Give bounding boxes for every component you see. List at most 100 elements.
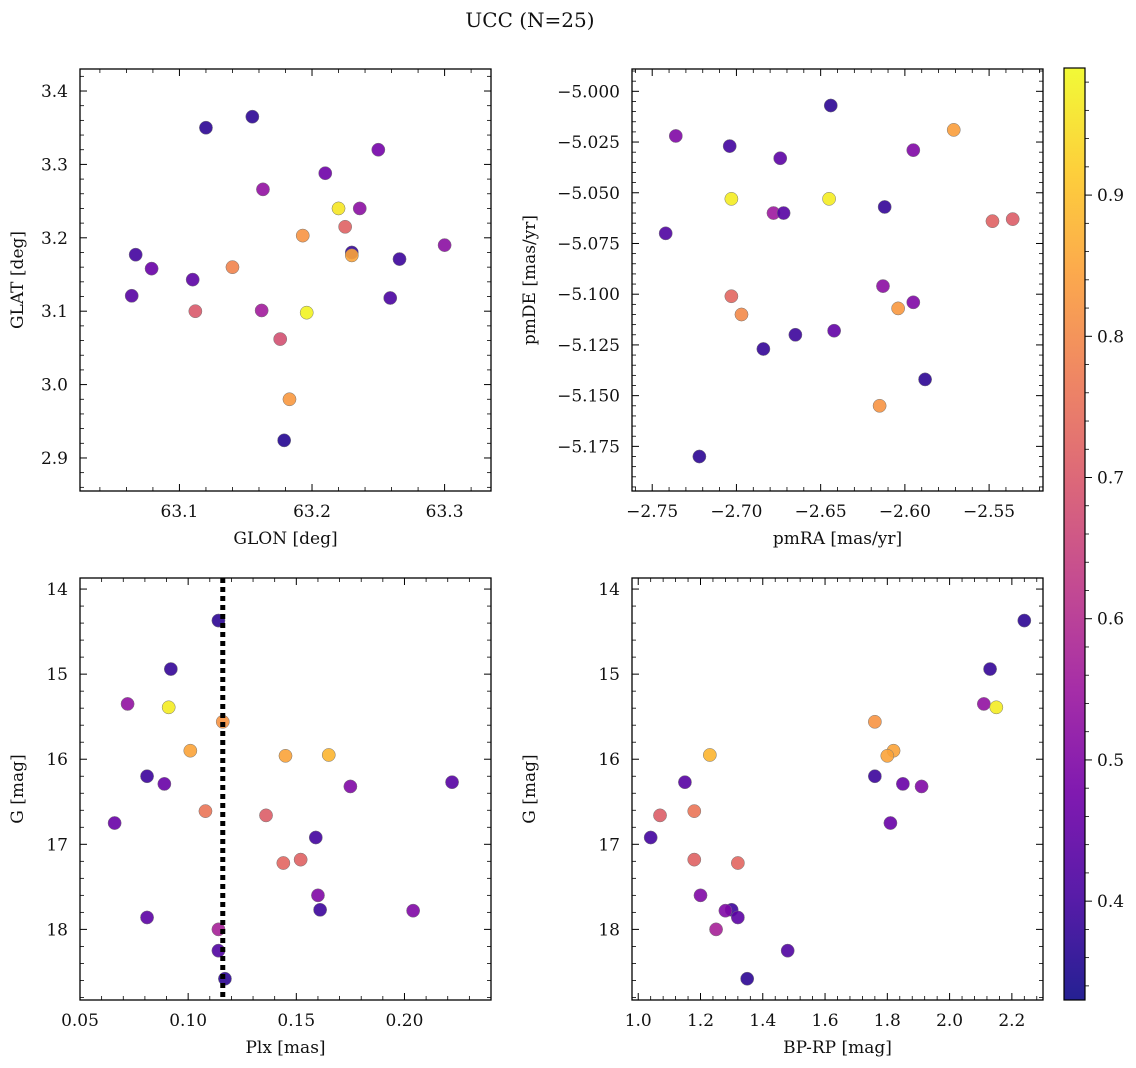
data-point [906,143,921,157]
scatter-points [658,98,1020,464]
x-tick-label: 1.8 [874,1011,901,1031]
data-point [976,697,991,711]
data-point [780,943,795,958]
colorbar-tick-label: 0.6 [1097,610,1124,630]
axes-frame [79,68,492,492]
data-point [198,804,213,818]
bprp-g-panel: 1.0 1.2 1.4 1.6 1.8 2.0 2.2 14 15 16 17 18 BP-RP [ma… [520,577,1044,1058]
data-point [883,816,898,830]
data-point [877,200,892,214]
data-point [653,808,667,823]
data-point [185,272,200,287]
data-point [985,214,1000,229]
y-tick-label: 3.3 [41,155,68,175]
x-tick-label: 63.2 [293,502,331,522]
y-axis-label: GLAT [deg] [8,231,28,329]
data-point [1017,613,1032,628]
data-point [343,779,358,794]
data-point [914,779,929,794]
x-tick-label: −2.65 [795,502,847,522]
y-tick-label: 16 [46,750,68,770]
y-tick-label: 15 [46,665,68,685]
x-tick-label: 0.10 [169,1011,207,1031]
data-point [295,228,310,243]
data-point [678,775,692,790]
x-tick-label: 63.3 [426,502,464,522]
data-point [344,248,359,263]
scatter-points [107,613,459,986]
data-point [906,295,921,310]
data-point [299,305,314,320]
colorbar-gradient [1063,67,1086,1001]
data-point [668,129,683,143]
data-point [273,332,288,346]
data-point [693,888,708,903]
x-tick-label: 2.2 [998,1011,1025,1031]
y-tick-label: 14 [598,580,620,600]
data-point [776,206,791,220]
data-point [896,777,910,791]
x-axis-label: Plx [mas] [245,1038,325,1058]
data-point [823,98,838,113]
data-point [989,700,1004,715]
y-tick-label: 3.2 [41,229,68,249]
data-point [756,342,771,356]
colorbar-tick-label: 0.4 [1097,892,1124,912]
axes-frame [79,577,492,1001]
axis-ticks [80,69,491,491]
y-tick-label: −5.075 [557,234,620,254]
data-point [140,769,154,784]
y-axis-label: G [mag] [520,754,540,823]
scatter-points [124,109,452,448]
glon-glat-panel: 63.1 63.2 63.3 2.9 3.0 3.1 3.2 3.3 3.4 GLON [deg]… [8,68,492,549]
axis-ticks [632,578,1043,1000]
y-tick-label: 14 [46,580,68,600]
data-point [278,748,293,763]
data-point [731,910,745,925]
data-point [773,151,788,166]
data-point [876,279,890,293]
data-point [827,323,841,338]
y-tick-label: 17 [598,835,620,855]
pmra-pmde-panel: −2.75 −2.70 −2.65 −2.60 −2.55 −5.175 −5.150 −5.… [520,68,1044,549]
data-point [918,372,932,387]
axis-ticks [632,69,1043,491]
data-point [161,700,176,715]
data-point [383,291,398,305]
x-tick-label: 2.0 [936,1011,963,1031]
x-tick-label: 1.2 [687,1011,714,1031]
data-point [371,142,386,157]
y-tick-label: 15 [598,665,620,685]
data-point [718,903,733,918]
data-point [313,902,327,917]
data-point [282,392,297,407]
data-point [724,192,739,206]
axes-frame [631,577,1044,1001]
colorbar-tick-label: 0.7 [1097,469,1124,489]
data-point [983,662,997,676]
data-point [687,852,702,867]
y-tick-label: 18 [598,920,620,940]
data-point [321,748,336,762]
x-tick-label: −2.70 [710,502,762,522]
x-axis-label: pmRA [mas/yr] [773,529,902,549]
data-point [183,743,198,758]
x-tick-label: 0.05 [61,1011,99,1031]
data-point [946,123,961,137]
y-tick-label: 16 [598,750,620,770]
data-point [352,201,367,216]
data-point [107,816,122,830]
colorbar-tick-label: 0.9 [1097,186,1124,206]
y-tick-label: −5.175 [557,437,620,457]
data-point [872,398,887,413]
y-tick-label: 3.4 [41,82,68,102]
data-point [225,260,240,275]
data-point [880,748,895,763]
x-axis-label: BP-RP [mag] [783,1038,892,1058]
data-point [318,166,333,181]
data-point [709,922,723,937]
data-point [891,301,905,316]
y-axis-label: pmDE [mas/yr] [520,215,540,345]
data-point [331,201,346,216]
data-point [140,910,154,925]
